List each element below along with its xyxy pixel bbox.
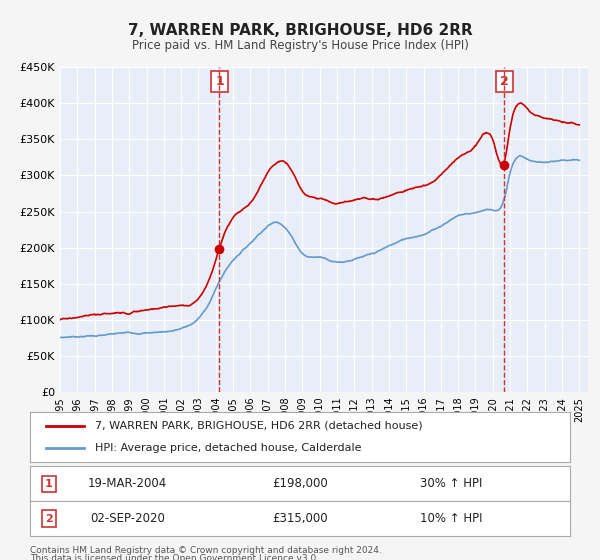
Text: 19-MAR-2004: 19-MAR-2004 bbox=[88, 477, 167, 491]
Text: 10% ↑ HPI: 10% ↑ HPI bbox=[420, 512, 482, 525]
Text: 7, WARREN PARK, BRIGHOUSE, HD6 2RR (detached house): 7, WARREN PARK, BRIGHOUSE, HD6 2RR (deta… bbox=[95, 421, 422, 431]
Text: 1: 1 bbox=[45, 479, 53, 489]
Text: Contains HM Land Registry data © Crown copyright and database right 2024.: Contains HM Land Registry data © Crown c… bbox=[30, 546, 382, 555]
Text: Price paid vs. HM Land Registry's House Price Index (HPI): Price paid vs. HM Land Registry's House … bbox=[131, 39, 469, 53]
Text: £315,000: £315,000 bbox=[272, 512, 328, 525]
Text: 2: 2 bbox=[45, 514, 53, 524]
Text: 02-SEP-2020: 02-SEP-2020 bbox=[90, 512, 164, 525]
Text: £198,000: £198,000 bbox=[272, 477, 328, 491]
Text: This data is licensed under the Open Government Licence v3.0.: This data is licensed under the Open Gov… bbox=[30, 554, 319, 560]
Text: HPI: Average price, detached house, Calderdale: HPI: Average price, detached house, Cald… bbox=[95, 443, 361, 453]
Text: 7, WARREN PARK, BRIGHOUSE, HD6 2RR: 7, WARREN PARK, BRIGHOUSE, HD6 2RR bbox=[128, 24, 472, 38]
Text: 30% ↑ HPI: 30% ↑ HPI bbox=[420, 477, 482, 491]
Text: 1: 1 bbox=[215, 75, 224, 88]
Text: 2: 2 bbox=[500, 75, 509, 88]
